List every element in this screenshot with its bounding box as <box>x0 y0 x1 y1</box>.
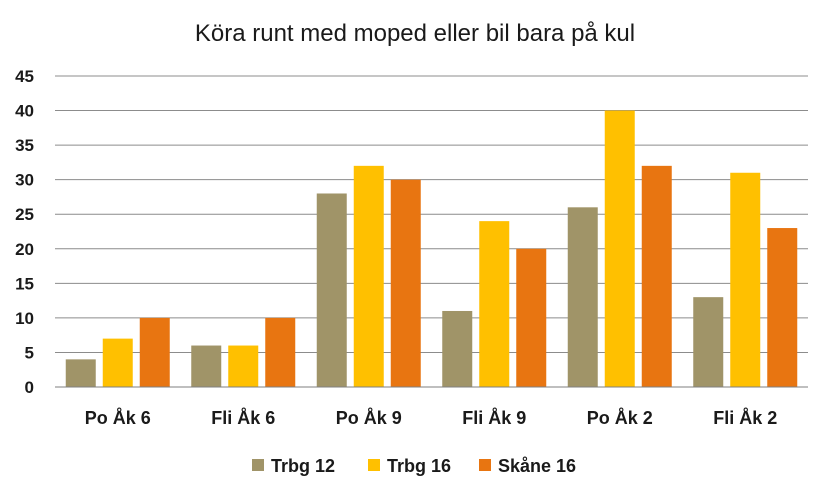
bar-skåne-16-3 <box>390 179 421 387</box>
y-tick-label: 25 <box>15 205 34 224</box>
y-tick-label: 15 <box>15 274 34 293</box>
bar-trbg-16-2 <box>228 345 259 387</box>
bar-trbg-12-4 <box>442 310 473 387</box>
bar-trbg-16-5 <box>604 110 635 388</box>
bar-skåne-16-4 <box>516 248 547 387</box>
bar-skåne-16-6 <box>767 228 798 387</box>
bar-trbg-16-1 <box>102 338 133 387</box>
x-tick-label: Fli Åk 2 <box>713 408 777 428</box>
x-tick-label: Po Åk 2 <box>587 408 653 428</box>
bar-trbg-12-6 <box>693 297 724 387</box>
y-tick-label: 20 <box>15 240 34 259</box>
y-tick-label: 5 <box>25 343 34 362</box>
y-tick-label: 10 <box>15 309 34 328</box>
legend: Trbg 12 Trbg 16 Skåne 16 <box>252 456 576 476</box>
legend-swatch <box>368 459 380 471</box>
bar-skåne-16-2 <box>265 317 296 387</box>
bar-trbg-12-2 <box>191 345 222 387</box>
x-tick-label: Fli Åk 6 <box>211 408 275 428</box>
legend-swatch <box>479 459 491 471</box>
bars <box>65 110 798 388</box>
legend-label: Trbg 16 <box>387 456 451 476</box>
x-tick-label: Po Åk 6 <box>85 408 151 428</box>
bar-skåne-16-1 <box>139 317 170 387</box>
chart-title: Köra runt med moped eller bil bara på ku… <box>195 20 635 47</box>
y-tick-label: 30 <box>15 171 34 190</box>
bar-trbg-16-3 <box>353 165 384 387</box>
bar-skåne-16-5 <box>641 165 672 387</box>
bar-trbg-16-4 <box>479 221 510 387</box>
x-tick-label: Po Åk 9 <box>336 408 402 428</box>
gridlines <box>55 75 808 353</box>
y-tick-label: 45 <box>15 67 34 86</box>
x-tick-label: Fli Åk 9 <box>462 408 526 428</box>
y-tick-label: 35 <box>15 136 34 155</box>
legend-swatch <box>252 459 264 471</box>
bar-trbg-12-5 <box>567 207 598 387</box>
legend-label: Skåne 16 <box>498 456 576 476</box>
bar-trbg-16-6 <box>730 172 761 387</box>
x-axis-tick-labels: Po Åk 6 Fli Åk 6 Po Åk 9 Fli Åk 9 Po Åk 2 Fli… <box>85 408 778 428</box>
y-axis-tick-labels: 0 5 10 15 20 25 30 35 40 45 <box>15 67 34 397</box>
bar-trbg-12-1 <box>65 359 96 387</box>
y-tick-label: 0 <box>25 378 34 397</box>
y-tick-label: 40 <box>15 102 34 121</box>
legend-label: Trbg 12 <box>271 456 335 476</box>
bar-trbg-12-3 <box>316 193 347 387</box>
